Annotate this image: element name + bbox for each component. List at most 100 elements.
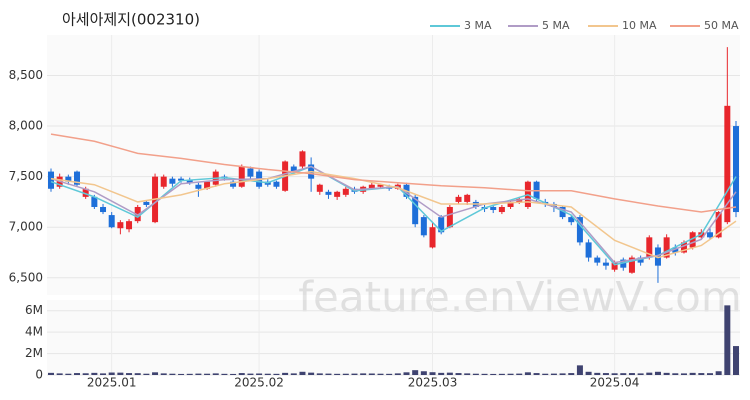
volume-bar: [247, 373, 254, 375]
volume-bar: [420, 371, 427, 375]
volume-bar: [108, 372, 115, 375]
candle-body: [82, 188, 89, 197]
volume-bar: [74, 373, 81, 375]
candle-body: [377, 184, 384, 187]
candle-body: [637, 257, 644, 263]
candle-body: [680, 242, 687, 253]
candle-body: [594, 257, 601, 263]
volume-bar: [48, 372, 54, 375]
candle-body: [507, 201, 514, 207]
volume-bar: [230, 373, 237, 375]
candle-body: [576, 217, 583, 243]
volume-bar: [386, 373, 393, 375]
candle-body: [65, 176, 72, 182]
candle-body: [74, 171, 81, 185]
candle-body: [204, 181, 211, 189]
candle-body: [195, 184, 202, 189]
candle-body: [715, 212, 722, 238]
volume-bar: [403, 372, 410, 375]
volume-bar: [706, 373, 713, 375]
x-tick-label: 2025.02: [234, 376, 284, 390]
volume-bar: [524, 372, 531, 375]
volume-bar: [221, 373, 228, 375]
volume-bar: [733, 346, 739, 375]
volume-bar: [394, 373, 401, 375]
volume-bar: [559, 373, 566, 375]
y-tick-label: 7,000: [9, 220, 43, 234]
candle-body: [126, 221, 133, 230]
volume-bar: [715, 371, 722, 375]
volume-bar: [360, 373, 367, 375]
candle-body: [342, 188, 349, 195]
volume-bar: [308, 372, 315, 375]
volume-bar: [498, 373, 505, 375]
candle-body: [663, 237, 670, 258]
volume-bar: [698, 373, 705, 375]
volume-bar: [316, 373, 323, 375]
volume-bar: [455, 373, 462, 375]
watermark: feature.enViewV.com: [298, 273, 741, 322]
volume-bar: [568, 373, 575, 375]
volume-bar: [507, 373, 514, 375]
candle-body: [455, 196, 462, 202]
volume-bar: [689, 372, 696, 375]
volume-bar: [412, 370, 419, 375]
candle-body: [438, 217, 445, 233]
volume-bar: [550, 373, 557, 375]
y-tick-label: 8,000: [9, 119, 43, 133]
volume-bar: [429, 372, 436, 375]
legend: 3 MA 5 MA 10 MA 50 MA: [430, 19, 739, 32]
candle-body: [620, 259, 627, 268]
volume-bar: [282, 372, 289, 375]
volume-bar: [264, 373, 271, 375]
y-tick-label: 8,500: [9, 68, 43, 82]
volume-bar: [178, 373, 185, 375]
candle-body: [108, 215, 115, 228]
ma-line: [50, 165, 737, 264]
volume-bar: [126, 373, 133, 375]
candle-body: [273, 181, 280, 187]
volume-bar: [628, 373, 635, 375]
volume-bar: [481, 373, 488, 375]
candle-body: [368, 184, 375, 189]
candle-body: [178, 178, 185, 181]
candle-body: [568, 217, 575, 223]
candle-body: [299, 151, 306, 167]
volume-bar: [325, 373, 332, 375]
volume-panel: [47, 300, 740, 375]
volume-bar: [342, 373, 349, 375]
candle-body: [117, 222, 124, 229]
volume-bar: [377, 373, 384, 375]
volume-bar: [680, 373, 687, 375]
ma-line: [50, 170, 737, 259]
volume-bar: [472, 373, 479, 375]
candle-body: [429, 227, 436, 248]
y-tick-label: 6,500: [9, 270, 43, 284]
y-tick-label: 4M: [25, 325, 43, 339]
volume-bar: [542, 373, 549, 375]
candle-body: [611, 262, 618, 270]
volume-bar: [637, 373, 644, 375]
candle-body: [290, 166, 297, 172]
volume-bar: [238, 373, 245, 375]
candle-body: [48, 171, 54, 189]
volume-bar: [82, 373, 89, 375]
candle-body: [689, 232, 696, 248]
x-tick-label: 2025.01: [87, 376, 137, 390]
candle-body: [464, 194, 471, 202]
volume-bar: [533, 373, 540, 375]
candle-body: [672, 247, 679, 253]
candle-body: [420, 217, 427, 236]
volume-bar: [56, 373, 63, 375]
candle-body: [628, 257, 635, 273]
y-tick-label: 2M: [25, 346, 43, 360]
legend-label: 50 MA: [704, 19, 739, 32]
candle-body: [559, 206, 566, 218]
candle-body: [238, 166, 245, 187]
volume-bar: [169, 373, 176, 375]
candle-body: [186, 179, 193, 183]
volume-bar: [160, 373, 167, 375]
candle-body: [412, 196, 419, 225]
volume-bar: [576, 365, 583, 375]
volume-bar: [663, 372, 670, 375]
